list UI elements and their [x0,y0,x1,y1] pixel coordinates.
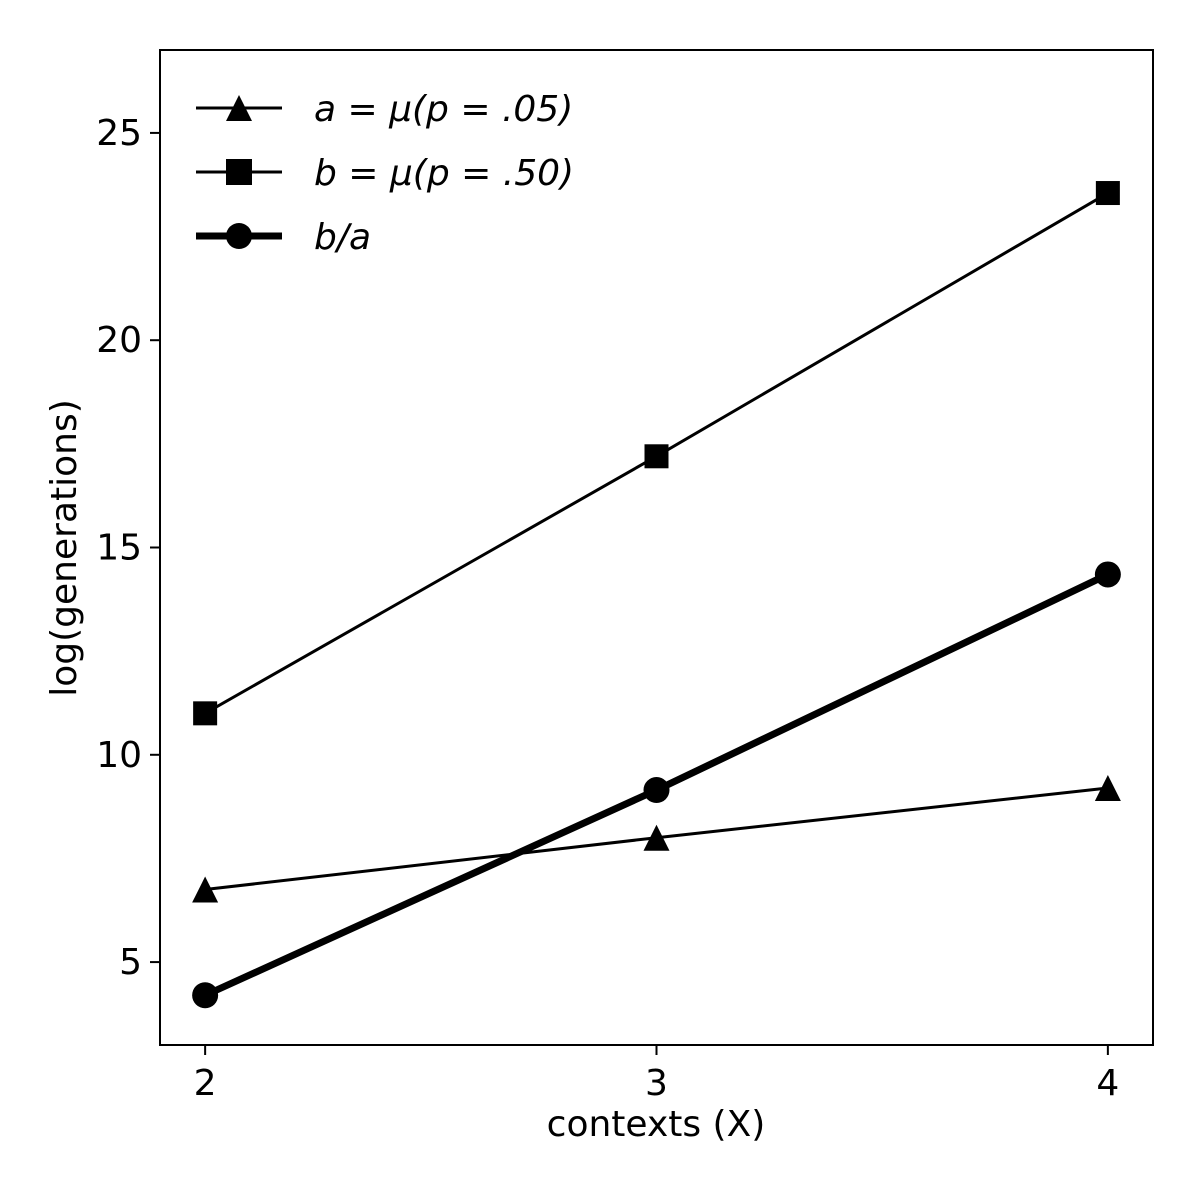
y-axis-ticks: 5 10 15 20 25 [96,113,160,983]
legend-marker-3 [226,223,252,249]
series-3-point [643,777,670,804]
series-2-point [1095,181,1120,206]
series-2-point [644,444,669,469]
series-1-point [643,824,670,851]
legend-label-3: b/a [314,217,371,258]
series-3-point [192,982,219,1009]
series-1-point [192,876,219,903]
y-tick-label: 15 [96,528,142,569]
y-axis-label: log(generations) [44,399,85,697]
y-tick-label: 5 [119,942,142,983]
plot-area [159,49,1154,1046]
x-tick-label: 2 [194,1063,217,1104]
legend-marker-1 [226,95,252,121]
x-tick-label: 3 [645,1063,668,1104]
x-axis-ticks: 2 3 4 [194,1045,1119,1104]
x-tick-label: 4 [1096,1063,1119,1104]
y-tick-label: 25 [96,113,142,154]
series-1-point [1094,774,1121,801]
y-tick-label: 10 [96,735,142,776]
legend-label-1: a = μ(p = .05) [314,89,573,130]
series-layer [192,181,1121,1009]
series-2-point [193,701,218,726]
legend-label-2: b = μ(p = .50) [314,153,574,194]
legend: a = μ(p = .05) b = μ(p = .50) b/a [196,89,574,258]
y-tick-label: 20 [96,320,142,361]
legend-marker-2 [226,159,252,185]
series-3-point [1094,561,1121,588]
x-axis-label: contexts (X) [547,1104,766,1145]
